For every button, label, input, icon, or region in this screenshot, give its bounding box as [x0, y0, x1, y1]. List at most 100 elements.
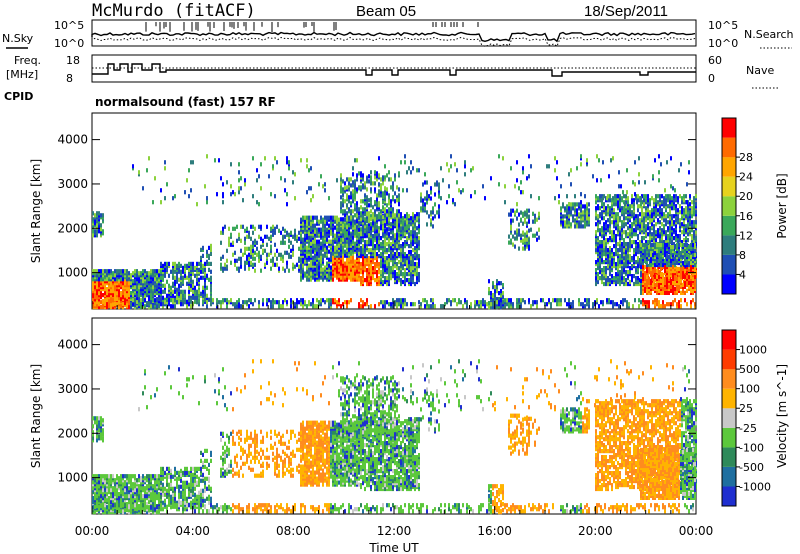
data-cell: [242, 252, 244, 257]
data-cell: [629, 279, 631, 285]
data-cell: [318, 261, 320, 266]
data-cell: [380, 212, 382, 217]
data-cell: [374, 262, 376, 267]
data-cell: [514, 244, 516, 249]
data-cell: [110, 275, 112, 280]
data-cell: [118, 289, 120, 294]
data-cell: [166, 279, 168, 284]
data-cell: [318, 247, 320, 252]
data-cell: [656, 248, 658, 254]
data-cell: [348, 195, 350, 200]
data-cell: [688, 274, 690, 279]
data-cell: [340, 189, 342, 194]
data-cell: [326, 245, 328, 250]
data-cell: [674, 250, 676, 256]
data-cell: [625, 242, 627, 247]
data-cell: [649, 230, 651, 235]
data-cell: [314, 253, 316, 258]
data-cell: [368, 211, 370, 216]
data-cell: [358, 235, 360, 240]
data-cell: [631, 278, 633, 283]
data-cell: [318, 227, 320, 232]
data-cell: [178, 283, 180, 288]
data-cell: [613, 238, 615, 243]
data-cell: [648, 244, 650, 250]
data-cell: [412, 254, 414, 259]
data-cell: [100, 305, 102, 310]
data-cell: [649, 226, 651, 231]
data-cell: [691, 206, 693, 211]
data-cell: [617, 279, 619, 285]
data-cell: [234, 250, 236, 255]
data-cell: [150, 269, 152, 274]
data-cell: [382, 264, 384, 269]
data-cell: [202, 275, 204, 280]
data-cell: [670, 262, 672, 268]
data-cell: [102, 213, 104, 218]
data-cell: [376, 171, 378, 176]
data-cell: [386, 256, 388, 261]
data-cell: [260, 254, 262, 259]
data-cell: [258, 258, 260, 263]
data-cell: [398, 171, 400, 176]
data-cell: [368, 227, 370, 232]
data-cell: [316, 267, 318, 272]
data-cell: [352, 183, 354, 188]
data-cell: [667, 234, 669, 239]
data-cell: [176, 287, 178, 292]
data-cell: [366, 254, 368, 259]
data-cell: [619, 281, 621, 287]
data-cell: [192, 271, 194, 276]
data-cell: [238, 236, 240, 241]
data-cell: [134, 279, 136, 284]
data-cell: [356, 209, 358, 214]
data-cell: [332, 277, 334, 282]
data-cell: [370, 264, 372, 269]
data-cell: [376, 278, 378, 283]
data-cell: [607, 260, 609, 265]
data-cell: [328, 257, 330, 262]
data-cell: [366, 258, 368, 263]
data-cell: [270, 226, 272, 231]
data-cell: [188, 285, 190, 290]
data-cell: [350, 177, 352, 182]
data-cell: [144, 269, 146, 274]
data-cell: [324, 223, 326, 228]
data-cell: [172, 281, 174, 286]
data-cell: [378, 233, 380, 238]
data-cell: [370, 242, 372, 247]
data-cell: [314, 261, 316, 266]
data-cell: [342, 209, 344, 214]
data-cell: [434, 214, 436, 219]
data-cell: [350, 225, 352, 230]
data-cell: [676, 286, 678, 291]
data-cell: [691, 228, 693, 233]
data-cell: [684, 268, 686, 274]
data-cell: [682, 270, 684, 276]
data-cell: [609, 210, 611, 215]
data-cell: [414, 281, 416, 287]
data-cell: [686, 252, 688, 258]
data-cell: [286, 260, 288, 265]
data-cell: [348, 187, 350, 192]
data-cell: [358, 207, 360, 212]
data-cell: [678, 250, 680, 256]
data-cell: [695, 202, 697, 207]
data-cell: [613, 264, 615, 269]
data-cell: [629, 266, 631, 271]
data-cell: [672, 260, 674, 266]
data-cell: [194, 265, 196, 270]
data-cell: [274, 252, 276, 257]
data-cell: [200, 269, 202, 274]
data-cell: [396, 225, 398, 230]
data-cell: [176, 291, 178, 296]
data-cell: [637, 214, 639, 219]
data-cell: [664, 258, 666, 264]
data-cell: [264, 234, 266, 239]
data-cell: [370, 268, 372, 273]
data-cell: [380, 252, 382, 257]
data-cell: [494, 285, 496, 290]
data-cell: [657, 218, 659, 223]
data-cell: [196, 281, 198, 286]
data-cell: [617, 200, 619, 205]
